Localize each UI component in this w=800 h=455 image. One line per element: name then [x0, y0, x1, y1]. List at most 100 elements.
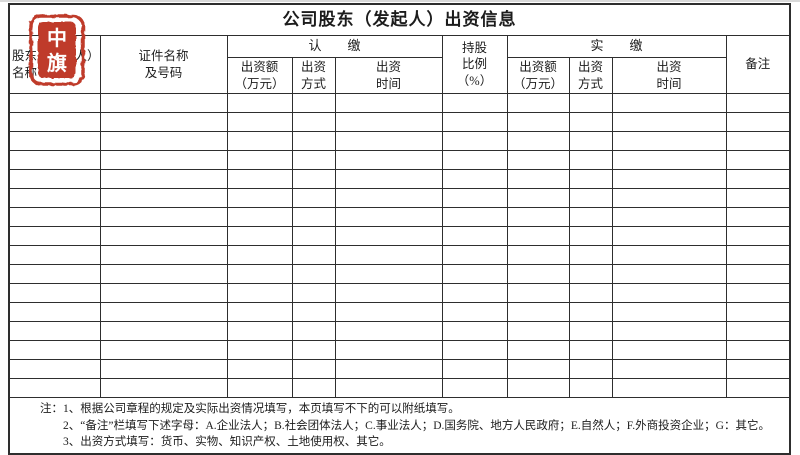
- empty-cell: [506, 188, 570, 208]
- empty-cell: [611, 359, 727, 379]
- empty-cell: [291, 359, 336, 379]
- col-header-paid-amount: 出资额 （万元）: [506, 57, 570, 94]
- empty-cell: [611, 112, 727, 132]
- empty-cell: [291, 321, 336, 341]
- empty-cell: [506, 359, 570, 379]
- empty-cell: [441, 207, 508, 227]
- table-row: [8, 131, 791, 151]
- empty-cell: [568, 112, 613, 132]
- empty-cell: [334, 188, 443, 208]
- empty-cell: [99, 302, 228, 322]
- table-row: [8, 302, 791, 322]
- empty-cell: [506, 226, 570, 246]
- empty-cell: [725, 302, 791, 322]
- empty-cell: [725, 264, 791, 284]
- col-header-paid-time: 出资 时间: [611, 57, 727, 94]
- empty-cell: [725, 378, 791, 398]
- empty-cell: [506, 264, 570, 284]
- empty-cell: [99, 264, 228, 284]
- empty-cell: [226, 207, 293, 227]
- empty-cell: [506, 112, 570, 132]
- empty-cell: [568, 93, 613, 113]
- empty-cell: [334, 359, 443, 379]
- col-header-subscribed-method: 出资 方式: [291, 57, 336, 94]
- table-row: [8, 359, 791, 379]
- empty-cell: [611, 188, 727, 208]
- empty-cell: [99, 169, 228, 189]
- empty-cell: [568, 321, 613, 341]
- empty-cell: [334, 150, 443, 170]
- empty-cell: [8, 150, 101, 170]
- table-row: [8, 226, 791, 246]
- empty-cell: [611, 93, 727, 113]
- empty-cell: [226, 188, 293, 208]
- title-row: 公司股东（发起人）出资信息: [8, 3, 791, 36]
- empty-cell: [8, 264, 101, 284]
- empty-cell: [8, 302, 101, 322]
- empty-cell: [506, 150, 570, 170]
- empty-cell: [611, 150, 727, 170]
- empty-cell: [441, 321, 508, 341]
- paid-amount-line2: （万元）: [512, 76, 563, 91]
- empty-cell: [441, 340, 508, 360]
- empty-cell: [568, 131, 613, 151]
- empty-cell: [611, 226, 727, 246]
- empty-cell: [291, 245, 336, 265]
- empty-cell: [725, 283, 791, 303]
- empty-cell: [568, 264, 613, 284]
- empty-cell: [725, 93, 791, 113]
- empty-cell: [568, 283, 613, 303]
- empty-cell: [611, 340, 727, 360]
- empty-cell: [99, 150, 228, 170]
- col-header-ratio-line1: 持股: [461, 40, 487, 55]
- table-row: [8, 283, 791, 303]
- table-row: [8, 150, 791, 170]
- empty-cell: [441, 150, 508, 170]
- empty-cell: [441, 245, 508, 265]
- empty-cell: [506, 302, 570, 322]
- shareholder-contribution-form: 公司股东（发起人）出资信息 股东（发起人） 名称 证件名称 及号码 认 缴 持股…: [8, 3, 791, 455]
- empty-cell: [611, 245, 727, 265]
- empty-cell: [226, 302, 293, 322]
- empty-cell: [568, 378, 613, 398]
- subscribed-amount-line1: 出资额: [240, 60, 279, 75]
- empty-cell: [441, 169, 508, 189]
- empty-cell: [441, 359, 508, 379]
- empty-cell: [291, 378, 336, 398]
- empty-cell: [611, 207, 727, 227]
- col-header-ratio-line2: 比例: [461, 57, 487, 72]
- empty-cell: [611, 283, 727, 303]
- empty-cell: [291, 112, 336, 132]
- empty-cell: [8, 226, 101, 246]
- col-header-ratio: 持股 比例 （%）: [441, 35, 508, 94]
- empty-cell: [226, 340, 293, 360]
- empty-cell: [611, 321, 727, 341]
- empty-cell: [99, 245, 228, 265]
- empty-cell: [99, 93, 228, 113]
- empty-cell: [291, 188, 336, 208]
- empty-cell: [441, 93, 508, 113]
- paid-method-line2: 方式: [577, 76, 603, 91]
- empty-rows-body: [8, 93, 791, 398]
- empty-cell: [334, 264, 443, 284]
- empty-cell: [291, 302, 336, 322]
- empty-cell: [725, 207, 791, 227]
- empty-cell: [506, 169, 570, 189]
- empty-cell: [99, 131, 228, 151]
- empty-cell: [611, 302, 727, 322]
- empty-cell: [441, 264, 508, 284]
- empty-cell: [725, 226, 791, 246]
- empty-cell: [99, 188, 228, 208]
- empty-cell: [99, 112, 228, 132]
- empty-cell: [8, 207, 101, 227]
- empty-cell: [611, 378, 727, 398]
- table-row: [8, 112, 791, 132]
- paid-time-line2: 时间: [656, 76, 682, 91]
- table-row: [8, 245, 791, 265]
- col-header-certificate-line1: 证件名称: [138, 49, 189, 64]
- empty-cell: [226, 245, 293, 265]
- empty-cell: [506, 207, 570, 227]
- stamp-char-bottom: 旗: [47, 51, 67, 75]
- empty-cell: [8, 340, 101, 360]
- empty-cell: [441, 378, 508, 398]
